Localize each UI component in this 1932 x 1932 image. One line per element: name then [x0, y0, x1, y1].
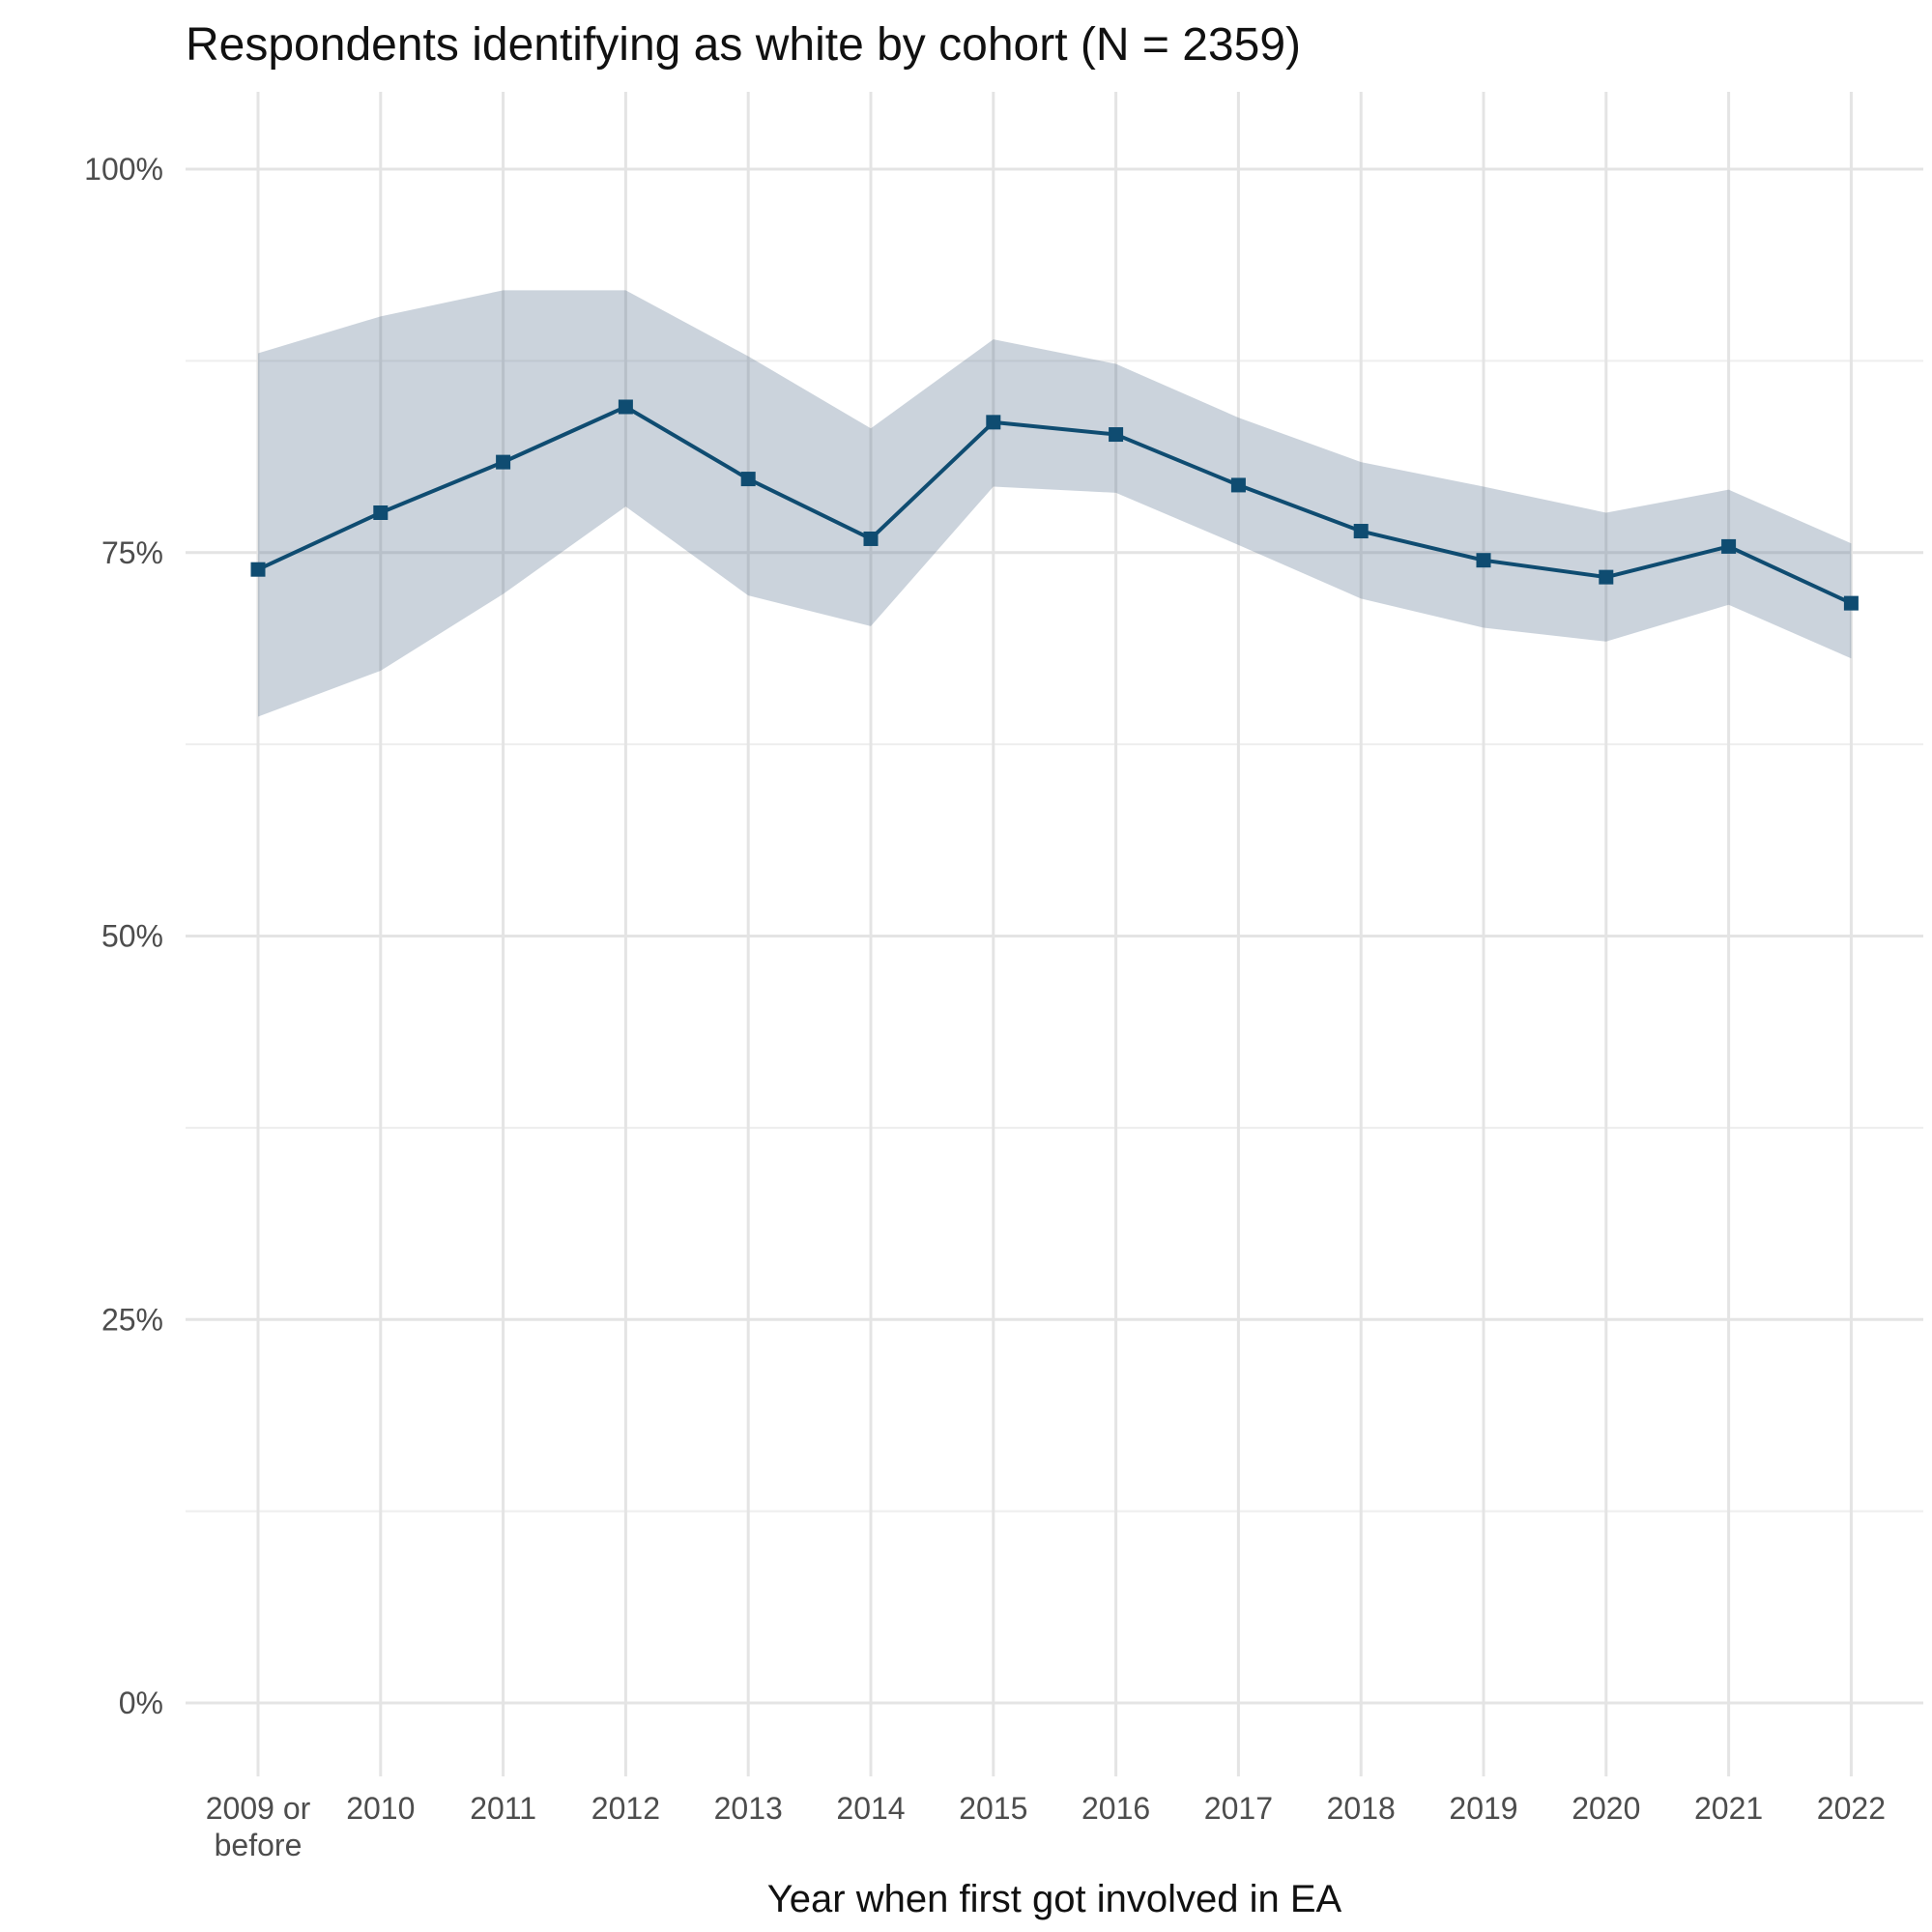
- data-point: [373, 505, 389, 520]
- y-tick-label: 0%: [119, 1686, 163, 1720]
- y-tick-label: 25%: [101, 1302, 163, 1337]
- data-point: [1230, 477, 1246, 493]
- x-tick-label: 2009 or before: [206, 1791, 311, 1862]
- y-tick-label: 50%: [101, 919, 163, 954]
- x-axis-title: Year when first got involved in EA: [767, 1878, 1342, 1920]
- data-point: [1721, 538, 1737, 554]
- y-tick-label: 75%: [101, 535, 163, 570]
- x-tick-label: 2014: [836, 1791, 905, 1826]
- x-tick-label: 2012: [591, 1791, 660, 1826]
- data-point: [1109, 427, 1124, 443]
- x-tick-label: 2021: [1694, 1791, 1763, 1826]
- data-point: [863, 531, 879, 546]
- data-point: [740, 472, 756, 487]
- data-points: [250, 399, 1859, 611]
- data-point: [1599, 569, 1614, 585]
- confidence-band: [258, 290, 1852, 717]
- x-tick-label: 2010: [346, 1791, 415, 1826]
- x-tick-label: 2016: [1081, 1791, 1150, 1826]
- y-tick-labels: 0% 25% 50% 75% 100%: [84, 152, 163, 1720]
- y-tick-label: 100%: [84, 152, 163, 187]
- x-tick-label: 2015: [959, 1791, 1027, 1826]
- data-point: [618, 399, 633, 415]
- x-tick-label: 2011: [470, 1791, 536, 1826]
- x-tick-label: 2013: [714, 1791, 783, 1826]
- x-tick-label: 2018: [1327, 1791, 1396, 1826]
- data-point: [1476, 553, 1491, 568]
- data-point: [496, 454, 511, 470]
- grid-lines: [186, 92, 1923, 1776]
- x-tick-label: 2019: [1449, 1791, 1517, 1826]
- data-point: [250, 562, 266, 577]
- chart-title: Respondents identifying as white by coho…: [186, 19, 1301, 71]
- data-point: [986, 415, 1001, 430]
- x-tick-labels: 2009 or before 2010 2011 2012 2013 2014 2015 201…: [206, 1791, 1886, 1862]
- x-tick-label: 2022: [1817, 1791, 1886, 1826]
- data-point: [1843, 595, 1859, 611]
- data-point: [1353, 524, 1369, 539]
- series-line: [257, 404, 1853, 605]
- x-tick-label: 2020: [1572, 1791, 1640, 1826]
- x-tick-label: 2017: [1204, 1791, 1273, 1826]
